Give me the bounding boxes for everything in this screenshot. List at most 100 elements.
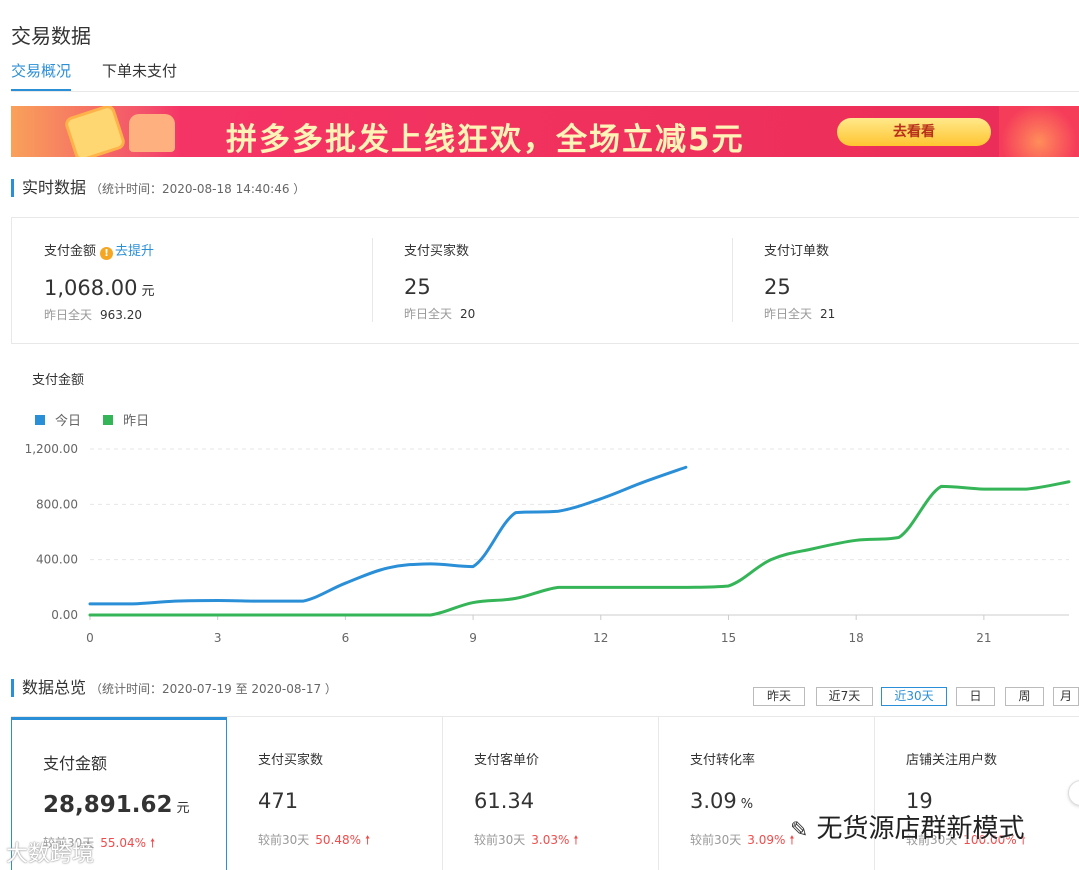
card-compare-label: 较前30天 — [474, 833, 526, 847]
chart-title: 支付金额 — [32, 373, 85, 388]
card-value: 3.09 — [690, 789, 737, 813]
watermark-right-text: 无货源店群新模式 — [816, 814, 1025, 844]
metric-pay-amount: 支付金额! 去提升 1,068.00 元 昨日全天 963.20 — [44, 240, 155, 326]
tab-trade-overview[interactable]: 交易概况 — [11, 60, 72, 91]
chart-legend: 今日 昨日 — [35, 410, 167, 429]
y-tick-label: 800.00 — [36, 497, 78, 511]
metric-value: 25 — [764, 275, 791, 299]
range-yesterday-button[interactable]: 昨天 — [753, 687, 805, 706]
metric-sub-value: 963.20 — [100, 308, 143, 322]
legend-swatch-today — [35, 415, 45, 425]
card-unit: % — [740, 797, 754, 812]
y-tick-label: 0.00 — [51, 608, 78, 622]
metric-label: 支付买家数 — [404, 244, 470, 259]
metric-label: 支付金额 — [44, 244, 97, 259]
range-month-button[interactable]: 月 — [1053, 687, 1079, 706]
overview-card-followers[interactable]: 店铺关注用户数 19 较前30天 100.00% 🠕 — [875, 717, 1079, 870]
legend-item-today[interactable]: 今日 — [35, 410, 81, 429]
divider — [732, 238, 733, 322]
overview-card-avg-price[interactable]: 支付客单价 61.34 较前30天 3.03% 🠕 — [443, 717, 659, 870]
series-line-yesterday — [88, 480, 1071, 617]
banner-headline: 拼多多批发上线狂欢，全场立减5元 — [226, 122, 745, 157]
card-compare-label: 较前30天 — [690, 833, 742, 847]
metric-value: 1,068.00 — [44, 276, 138, 300]
overview-card-pay-buyers[interactable]: 支付买家数 471 较前30天 50.48% 🠕 — [227, 717, 443, 870]
series-line-today — [88, 465, 688, 606]
x-tick-label: 15 — [721, 631, 736, 645]
range-day-button[interactable]: 日 — [956, 687, 995, 706]
overview-stat-time: （统计时间：2020-07-19 至 2020-08-17 ） — [90, 682, 337, 696]
overview-section-title: 数据总览 （统计时间：2020-07-19 至 2020-08-17 ） — [11, 679, 337, 697]
range-30days-button[interactable]: 近30天 — [881, 687, 947, 706]
overview-title: 数据总览 — [22, 678, 87, 697]
card-value: 61.34 — [474, 789, 535, 813]
range-7days-button[interactable]: 近7天 — [816, 687, 873, 706]
arrow-up-icon: 🠕 — [573, 833, 579, 847]
x-tick-label: 3 — [214, 631, 222, 645]
legend-label: 昨日 — [123, 414, 150, 429]
card-label: 支付转化率 — [690, 753, 756, 768]
card-label: 支付客单价 — [474, 753, 540, 768]
tab-unpaid-orders[interactable]: 下单未支付 — [102, 62, 178, 80]
overview-cards: 支付金额 28,891.62 元 较前30天 55.04% 🠕 支付买家数 471 较… — [11, 716, 1079, 870]
metric-unit: 元 — [141, 284, 155, 299]
metric-label: 支付订单数 — [764, 244, 830, 259]
x-tick-label: 6 — [342, 631, 350, 645]
legend-item-yesterday[interactable]: 昨日 — [103, 410, 149, 429]
page-title: 交易数据 — [11, 24, 91, 48]
x-tick-label: 18 — [849, 631, 864, 645]
pay-amount-line-chart: 0.00 400.00 800.00 1,200.00 0 3 6 9 12 15 18 21 — [25, 442, 1071, 645]
card-label: 支付买家数 — [258, 753, 324, 768]
metric-value: 25 — [404, 275, 431, 299]
x-tick-label: 21 — [976, 631, 991, 645]
arrow-up-icon: 🠕 — [1020, 833, 1026, 847]
metric-sub-label: 昨日全天 — [44, 308, 93, 322]
x-tick-label: 9 — [469, 631, 477, 645]
shirt-illustration-icon — [129, 114, 175, 152]
arrow-up-icon: 🠕 — [365, 833, 371, 847]
card-compare-label: 较前30天 — [43, 836, 95, 850]
card-value: 28,891.62 — [43, 792, 173, 818]
arrow-up-icon: 🠕 — [150, 836, 156, 850]
legend-swatch-yesterday — [103, 415, 114, 425]
overview-card-conversion[interactable]: 支付转化率 3.09% 较前30天 3.09% 🠕 — [659, 717, 875, 870]
realtime-section-title: 实时数据 （统计时间：2020-08-18 14:40:46 ） — [11, 179, 305, 197]
watermark-right: ✎ 无货源店群新模式 — [790, 808, 1024, 845]
card-unit: 元 — [176, 801, 190, 816]
metric-sub-label: 昨日全天 — [404, 307, 453, 321]
card-compare-value: 3.09% — [747, 833, 786, 847]
card-compare-label: 较前30天 — [906, 833, 958, 847]
x-tick-label: 12 — [593, 631, 608, 645]
tab-bar: 交易概况 下单未支付 — [11, 60, 1079, 92]
range-week-button[interactable]: 周 — [1005, 687, 1044, 706]
metric-sub-value: 21 — [820, 307, 836, 321]
x-tick-label: 0 — [86, 631, 94, 645]
warning-icon[interactable]: ! — [100, 247, 114, 260]
banner-go-button[interactable]: 去看看 — [837, 118, 991, 146]
promo-banner[interactable]: 拼多多批发上线狂欢，全场立减5元 去看看 — [11, 106, 1079, 157]
card-label: 支付金额 — [43, 754, 108, 773]
metric-pay-buyers: 支付买家数 25 昨日全天 20 — [404, 240, 475, 326]
y-tick-label: 400.00 — [36, 553, 78, 567]
legend-label: 今日 — [55, 414, 82, 429]
wechat-icon: ✎ — [790, 818, 809, 843]
improve-link[interactable]: 去提升 — [115, 244, 155, 259]
watermark-left: 大数跨境 — [6, 842, 95, 867]
metric-sub-value: 20 — [460, 307, 476, 321]
gift-illustration-icon — [999, 106, 1079, 157]
realtime-stat-time: （统计时间：2020-08-18 14:40:46 ） — [90, 182, 306, 196]
card-compare-value: 3.03% — [531, 833, 570, 847]
card-compare-value: 55.04% — [100, 836, 147, 850]
card-compare-label: 较前30天 — [258, 833, 310, 847]
metric-pay-orders: 支付订单数 25 昨日全天 21 — [764, 240, 835, 326]
realtime-title: 实时数据 — [22, 178, 87, 197]
metric-sub-label: 昨日全天 — [764, 307, 813, 321]
card-label: 店铺关注用户数 — [906, 753, 998, 768]
overview-card-pay-amount[interactable]: 支付金额 28,891.62 元 较前30天 55.04% 🠕 — [11, 717, 227, 870]
card-value: 19 — [906, 789, 933, 813]
realtime-metrics: 支付金额! 去提升 1,068.00 元 昨日全天 963.20 支付买家数 25 昨… — [11, 217, 1079, 344]
card-value: 471 — [258, 789, 299, 813]
divider — [372, 238, 373, 322]
card-compare-value: 100.00% — [963, 833, 1017, 847]
card-compare-value: 50.48% — [315, 833, 362, 847]
